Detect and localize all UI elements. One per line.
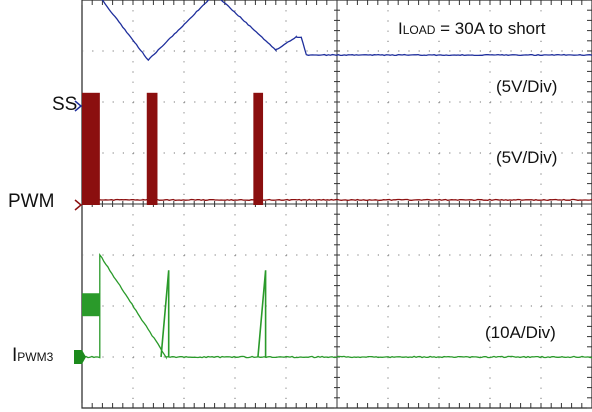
- load-annotation-subscript: LOAD: [403, 23, 436, 37]
- pwm-scale-label: (5V/Div): [496, 149, 557, 166]
- pwm-trace: [82, 200, 592, 201]
- ipwm3-ripple: [82, 293, 100, 316]
- ss-channel-label: SS: [52, 95, 77, 114]
- pwm-burst: [147, 93, 158, 205]
- ipwm3-channel-label: IPWM3: [12, 346, 53, 365]
- pwm-marker: [75, 200, 81, 210]
- ipwm3-scale-label: (10A/Div): [485, 324, 556, 341]
- pwm-burst: [82, 93, 100, 205]
- grid: [82, 0, 592, 408]
- ss-scale-label: (5V/Div): [496, 78, 557, 95]
- pwm-burst: [253, 93, 263, 205]
- load-annotation-rest: = 30A to short: [435, 19, 545, 38]
- ipwm3-channel-subscript: PWM3: [17, 350, 53, 364]
- load-annotation: ILOAD = 30A to short: [396, 20, 548, 37]
- pwm-channel-name: PWM: [8, 191, 54, 212]
- ss-channel-name: SS: [52, 94, 77, 115]
- pwm-channel-label: PWM: [8, 192, 54, 211]
